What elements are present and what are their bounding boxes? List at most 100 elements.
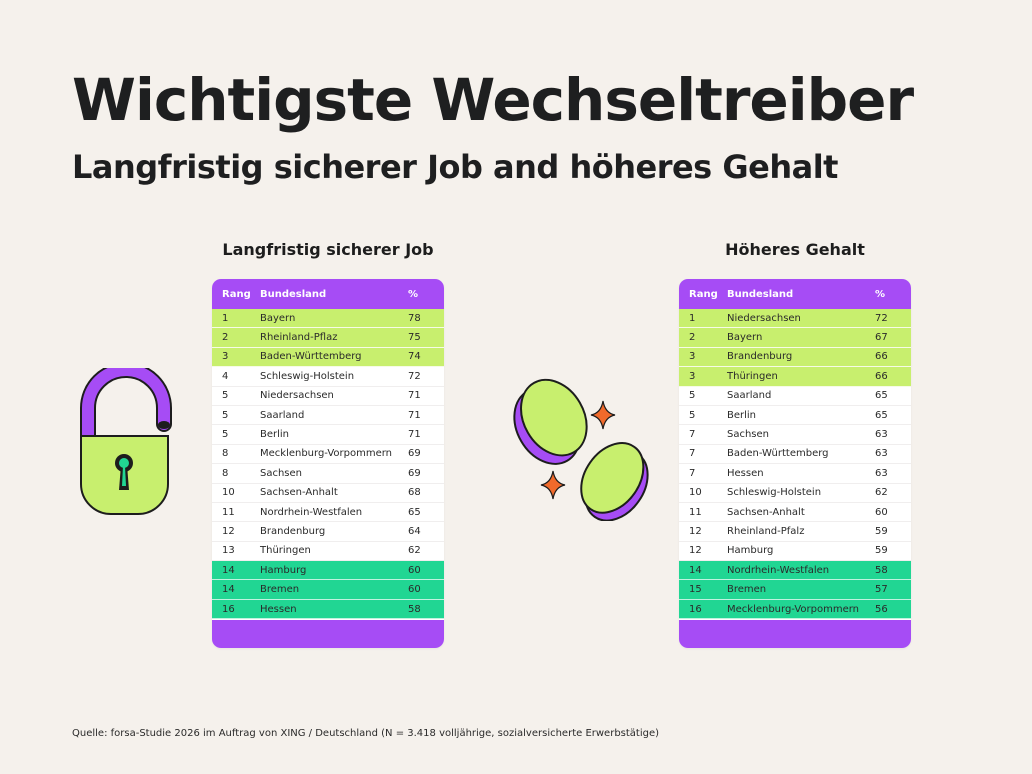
state-cell: Schleswig-Holstein <box>260 370 355 382</box>
percent-cell: 60 <box>875 506 888 518</box>
col-percent-header: % <box>875 288 886 300</box>
state-cell: Mecklenburg-Vorpommern <box>727 603 859 615</box>
rank-cell: 3 <box>222 351 229 363</box>
state-cell: Berlin <box>260 429 290 441</box>
table-row: 11 Sachsen-Anhalt 60 <box>679 503 911 523</box>
col-rank-header: Rang <box>222 288 251 300</box>
table-body: 1 Niedersachsen 72 2 Bayern 67 3 Brandenburg 66 3… <box>679 309 911 620</box>
percent-cell: 63 <box>875 448 888 460</box>
rank-cell: 5 <box>689 390 696 402</box>
rank-cell: 14 <box>222 584 235 596</box>
percent-cell: 65 <box>408 506 421 518</box>
rank-cell: 1 <box>222 312 229 324</box>
percent-cell: 66 <box>875 351 888 363</box>
percent-cell: 59 <box>875 545 888 557</box>
rank-cell: 4 <box>222 370 229 382</box>
table-row: 8 Mecklenburg-Vorpommern 69 <box>212 445 444 465</box>
state-cell: Niedersachsen <box>727 312 801 324</box>
rank-cell: 5 <box>222 409 229 421</box>
percent-cell: 63 <box>875 467 888 479</box>
state-cell: Saarland <box>260 409 305 421</box>
table-row: 14 Nordrhein-Westfalen 58 <box>679 561 911 581</box>
table-row: 5 Saarland 71 <box>212 406 444 426</box>
state-cell: Sachsen <box>727 429 770 441</box>
state-cell: Rheinland-Pfalz <box>727 525 805 537</box>
percent-cell: 56 <box>875 603 888 615</box>
state-cell: Sachsen <box>260 467 303 479</box>
percent-cell: 72 <box>408 370 421 382</box>
sparkle-icon <box>590 400 616 430</box>
percent-cell: 69 <box>408 448 421 460</box>
col-percent-header: % <box>408 288 419 300</box>
table-header: Rang Bundesland % <box>212 279 444 309</box>
table-row: 7 Hessen 63 <box>679 464 911 484</box>
table-row: 2 Bayern 67 <box>679 328 911 348</box>
rank-cell: 2 <box>222 332 229 344</box>
coins-icon <box>513 378 649 521</box>
table-footer <box>679 619 911 649</box>
table-row: 3 Brandenburg 66 <box>679 347 911 368</box>
rank-cell: 12 <box>689 525 702 537</box>
percent-cell: 64 <box>408 525 421 537</box>
rank-cell: 2 <box>689 332 696 344</box>
table-row: 13 Thüringen 62 <box>212 542 444 562</box>
rank-cell: 3 <box>689 370 696 382</box>
rank-cell: 7 <box>689 448 696 460</box>
table-row: 12 Brandenburg 64 <box>212 522 444 542</box>
table-row: 5 Niedersachsen 71 <box>212 387 444 406</box>
table-row: 12 Rheinland-Pfalz 59 <box>679 522 911 542</box>
state-cell: Bremen <box>727 584 767 596</box>
state-cell: Baden-Württemberg <box>260 351 362 363</box>
state-cell: Schleswig-Holstein <box>727 487 822 499</box>
percent-cell: 62 <box>408 545 421 557</box>
table-header: Rang Bundesland % <box>679 279 911 309</box>
table-row: 11 Nordrhein-Westfalen 65 <box>212 503 444 523</box>
table-row: 10 Sachsen-Anhalt 68 <box>212 484 444 503</box>
percent-cell: 59 <box>875 525 888 537</box>
percent-cell: 75 <box>408 332 421 344</box>
rank-cell: 8 <box>222 448 229 460</box>
percent-cell: 65 <box>875 390 888 402</box>
percent-cell: 71 <box>408 409 421 421</box>
percent-cell: 68 <box>408 487 421 499</box>
table-row: 7 Sachsen 63 <box>679 425 911 445</box>
table-row: 16 Mecklenburg-Vorpommern 56 <box>679 599 911 620</box>
state-cell: Hamburg <box>260 564 307 576</box>
rank-cell: 10 <box>689 487 702 499</box>
rank-cell: 10 <box>222 487 235 499</box>
state-cell: Thüringen <box>260 545 311 557</box>
col-state-header: Bundesland <box>260 288 327 300</box>
table-row: 2 Rheinland-Pflaz 75 <box>212 328 444 348</box>
rank-cell: 11 <box>689 506 702 518</box>
rank-cell: 5 <box>222 390 229 402</box>
rank-cell: 8 <box>222 467 229 479</box>
percent-cell: 60 <box>408 564 421 576</box>
state-cell: Nordrhein-Westfalen <box>727 564 830 576</box>
state-cell: Bayern <box>260 312 296 324</box>
percent-cell: 72 <box>875 312 888 324</box>
rank-cell: 1 <box>689 312 696 324</box>
state-cell: Rheinland-Pflaz <box>260 332 338 344</box>
table-row: 5 Berlin 71 <box>212 425 444 445</box>
state-cell: Brandenburg <box>727 351 793 363</box>
table-row: 14 Bremen 60 <box>212 580 444 600</box>
percent-cell: 60 <box>408 584 421 596</box>
state-cell: Thüringen <box>727 370 778 382</box>
table-row: 1 Bayern 78 <box>212 309 444 329</box>
rank-cell: 12 <box>222 525 235 537</box>
page-title: Wichtigste Wechseltreiber <box>72 66 914 134</box>
percent-cell: 65 <box>875 409 888 421</box>
table-row: 15 Bremen 57 <box>679 580 911 600</box>
percent-cell: 66 <box>875 370 888 382</box>
table-row: 5 Saarland 65 <box>679 387 911 406</box>
table-row: 3 Thüringen 66 <box>679 367 911 387</box>
state-cell: Bayern <box>727 332 763 344</box>
table-row: 5 Berlin 65 <box>679 406 911 426</box>
percent-cell: 69 <box>408 467 421 479</box>
state-cell: Mecklenburg-Vorpommern <box>260 448 392 460</box>
rank-cell: 7 <box>689 467 696 479</box>
table-row: 14 Hamburg 60 <box>212 561 444 581</box>
rank-cell: 14 <box>689 564 702 576</box>
table-row: 7 Baden-Württemberg 63 <box>679 445 911 465</box>
state-cell: Sachsen-Anhalt <box>727 506 805 518</box>
